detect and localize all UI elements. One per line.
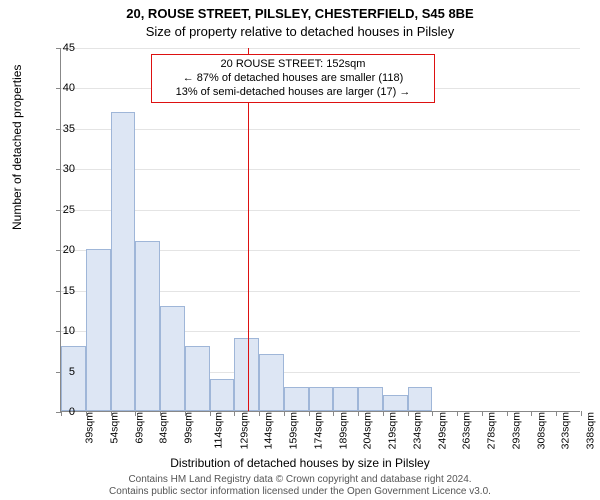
xtick-label: 234sqm (411, 412, 423, 449)
xtick-mark (284, 411, 285, 416)
gridline (61, 48, 580, 49)
xtick-mark (111, 411, 112, 416)
gridline (61, 129, 580, 130)
xtick-mark (531, 411, 532, 416)
xtick-mark (432, 411, 433, 416)
xtick-mark (507, 411, 508, 416)
ytick-label: 35 (45, 123, 75, 135)
xtick-mark (259, 411, 260, 416)
ytick-label: 40 (45, 82, 75, 94)
xtick-label: 338sqm (585, 412, 597, 449)
histogram-bar (358, 387, 383, 411)
xtick-label: 69sqm (133, 412, 145, 444)
xtick-mark (160, 411, 161, 416)
xtick-label: 219sqm (387, 412, 399, 449)
xtick-label: 129sqm (238, 412, 250, 449)
annotation-line3: 13% of semi-detached houses are larger (… (158, 86, 428, 100)
xtick-mark (333, 411, 334, 416)
xtick-mark (135, 411, 136, 416)
xtick-label: 293sqm (510, 412, 522, 449)
histogram-bar (210, 379, 235, 411)
ytick-label: 45 (45, 42, 75, 54)
x-axis-label: Distribution of detached houses by size … (0, 456, 600, 470)
ytick-label: 25 (45, 204, 75, 216)
histogram-bar (259, 354, 284, 411)
histogram-bar (61, 346, 86, 411)
xtick-mark (408, 411, 409, 416)
xtick-label: 54sqm (108, 412, 120, 444)
annotation-line1: 20 ROUSE STREET: 152sqm (158, 58, 428, 72)
xtick-label: 174sqm (312, 412, 324, 449)
xtick-mark (457, 411, 458, 416)
plot-area: 39sqm54sqm69sqm84sqm99sqm114sqm129sqm144… (60, 48, 580, 412)
histogram-bar (185, 346, 210, 411)
xtick-mark (234, 411, 235, 416)
chart-title-address: 20, ROUSE STREET, PILSLEY, CHESTERFIELD,… (0, 6, 600, 21)
xtick-label: 189sqm (337, 412, 349, 449)
histogram-bar (309, 387, 334, 411)
xtick-mark (86, 411, 87, 416)
histogram-bar (111, 112, 136, 411)
annotation-line2: ← 87% of detached houses are smaller (11… (158, 72, 428, 86)
xtick-label: 144sqm (263, 412, 275, 449)
xtick-label: 99sqm (183, 412, 195, 444)
xtick-label: 308sqm (535, 412, 547, 449)
xtick-label: 159sqm (287, 412, 299, 449)
xtick-label: 249sqm (436, 412, 448, 449)
histogram-bar (86, 249, 111, 411)
histogram-bar (135, 241, 160, 411)
xtick-label: 114sqm (212, 412, 224, 449)
y-axis-label: Number of detached properties (10, 65, 24, 230)
xtick-label: 84sqm (158, 412, 170, 444)
chart-title-desc: Size of property relative to detached ho… (0, 24, 600, 39)
xtick-mark (309, 411, 310, 416)
xtick-mark (581, 411, 582, 416)
gridline (61, 210, 580, 211)
xtick-mark (210, 411, 211, 416)
xtick-label: 278sqm (486, 412, 498, 449)
xtick-label: 204sqm (362, 412, 374, 449)
xtick-mark (482, 411, 483, 416)
histogram-bar (383, 395, 408, 411)
ytick-label: 20 (45, 244, 75, 256)
footer-attribution: Contains HM Land Registry data © Crown c… (0, 474, 600, 498)
chart-container: 20, ROUSE STREET, PILSLEY, CHESTERFIELD,… (0, 0, 600, 500)
histogram-bar (160, 306, 185, 411)
gridline (61, 169, 580, 170)
footer-line2: Contains public sector information licen… (109, 486, 491, 497)
xtick-mark (383, 411, 384, 416)
xtick-mark (556, 411, 557, 416)
histogram-bar (284, 387, 309, 411)
xtick-mark (185, 411, 186, 416)
xtick-label: 263sqm (461, 412, 473, 449)
histogram-bar (333, 387, 358, 411)
xtick-label: 323sqm (560, 412, 572, 449)
footer-line1: Contains HM Land Registry data © Crown c… (128, 474, 471, 485)
ytick-label: 5 (45, 366, 75, 378)
xtick-label: 39sqm (84, 412, 96, 444)
ytick-label: 0 (45, 406, 75, 418)
ytick-label: 30 (45, 163, 75, 175)
ytick-label: 10 (45, 325, 75, 337)
histogram-bar (408, 387, 433, 411)
ytick-label: 15 (45, 285, 75, 297)
xtick-mark (358, 411, 359, 416)
annotation-box: 20 ROUSE STREET: 152sqm← 87% of detached… (151, 54, 435, 103)
